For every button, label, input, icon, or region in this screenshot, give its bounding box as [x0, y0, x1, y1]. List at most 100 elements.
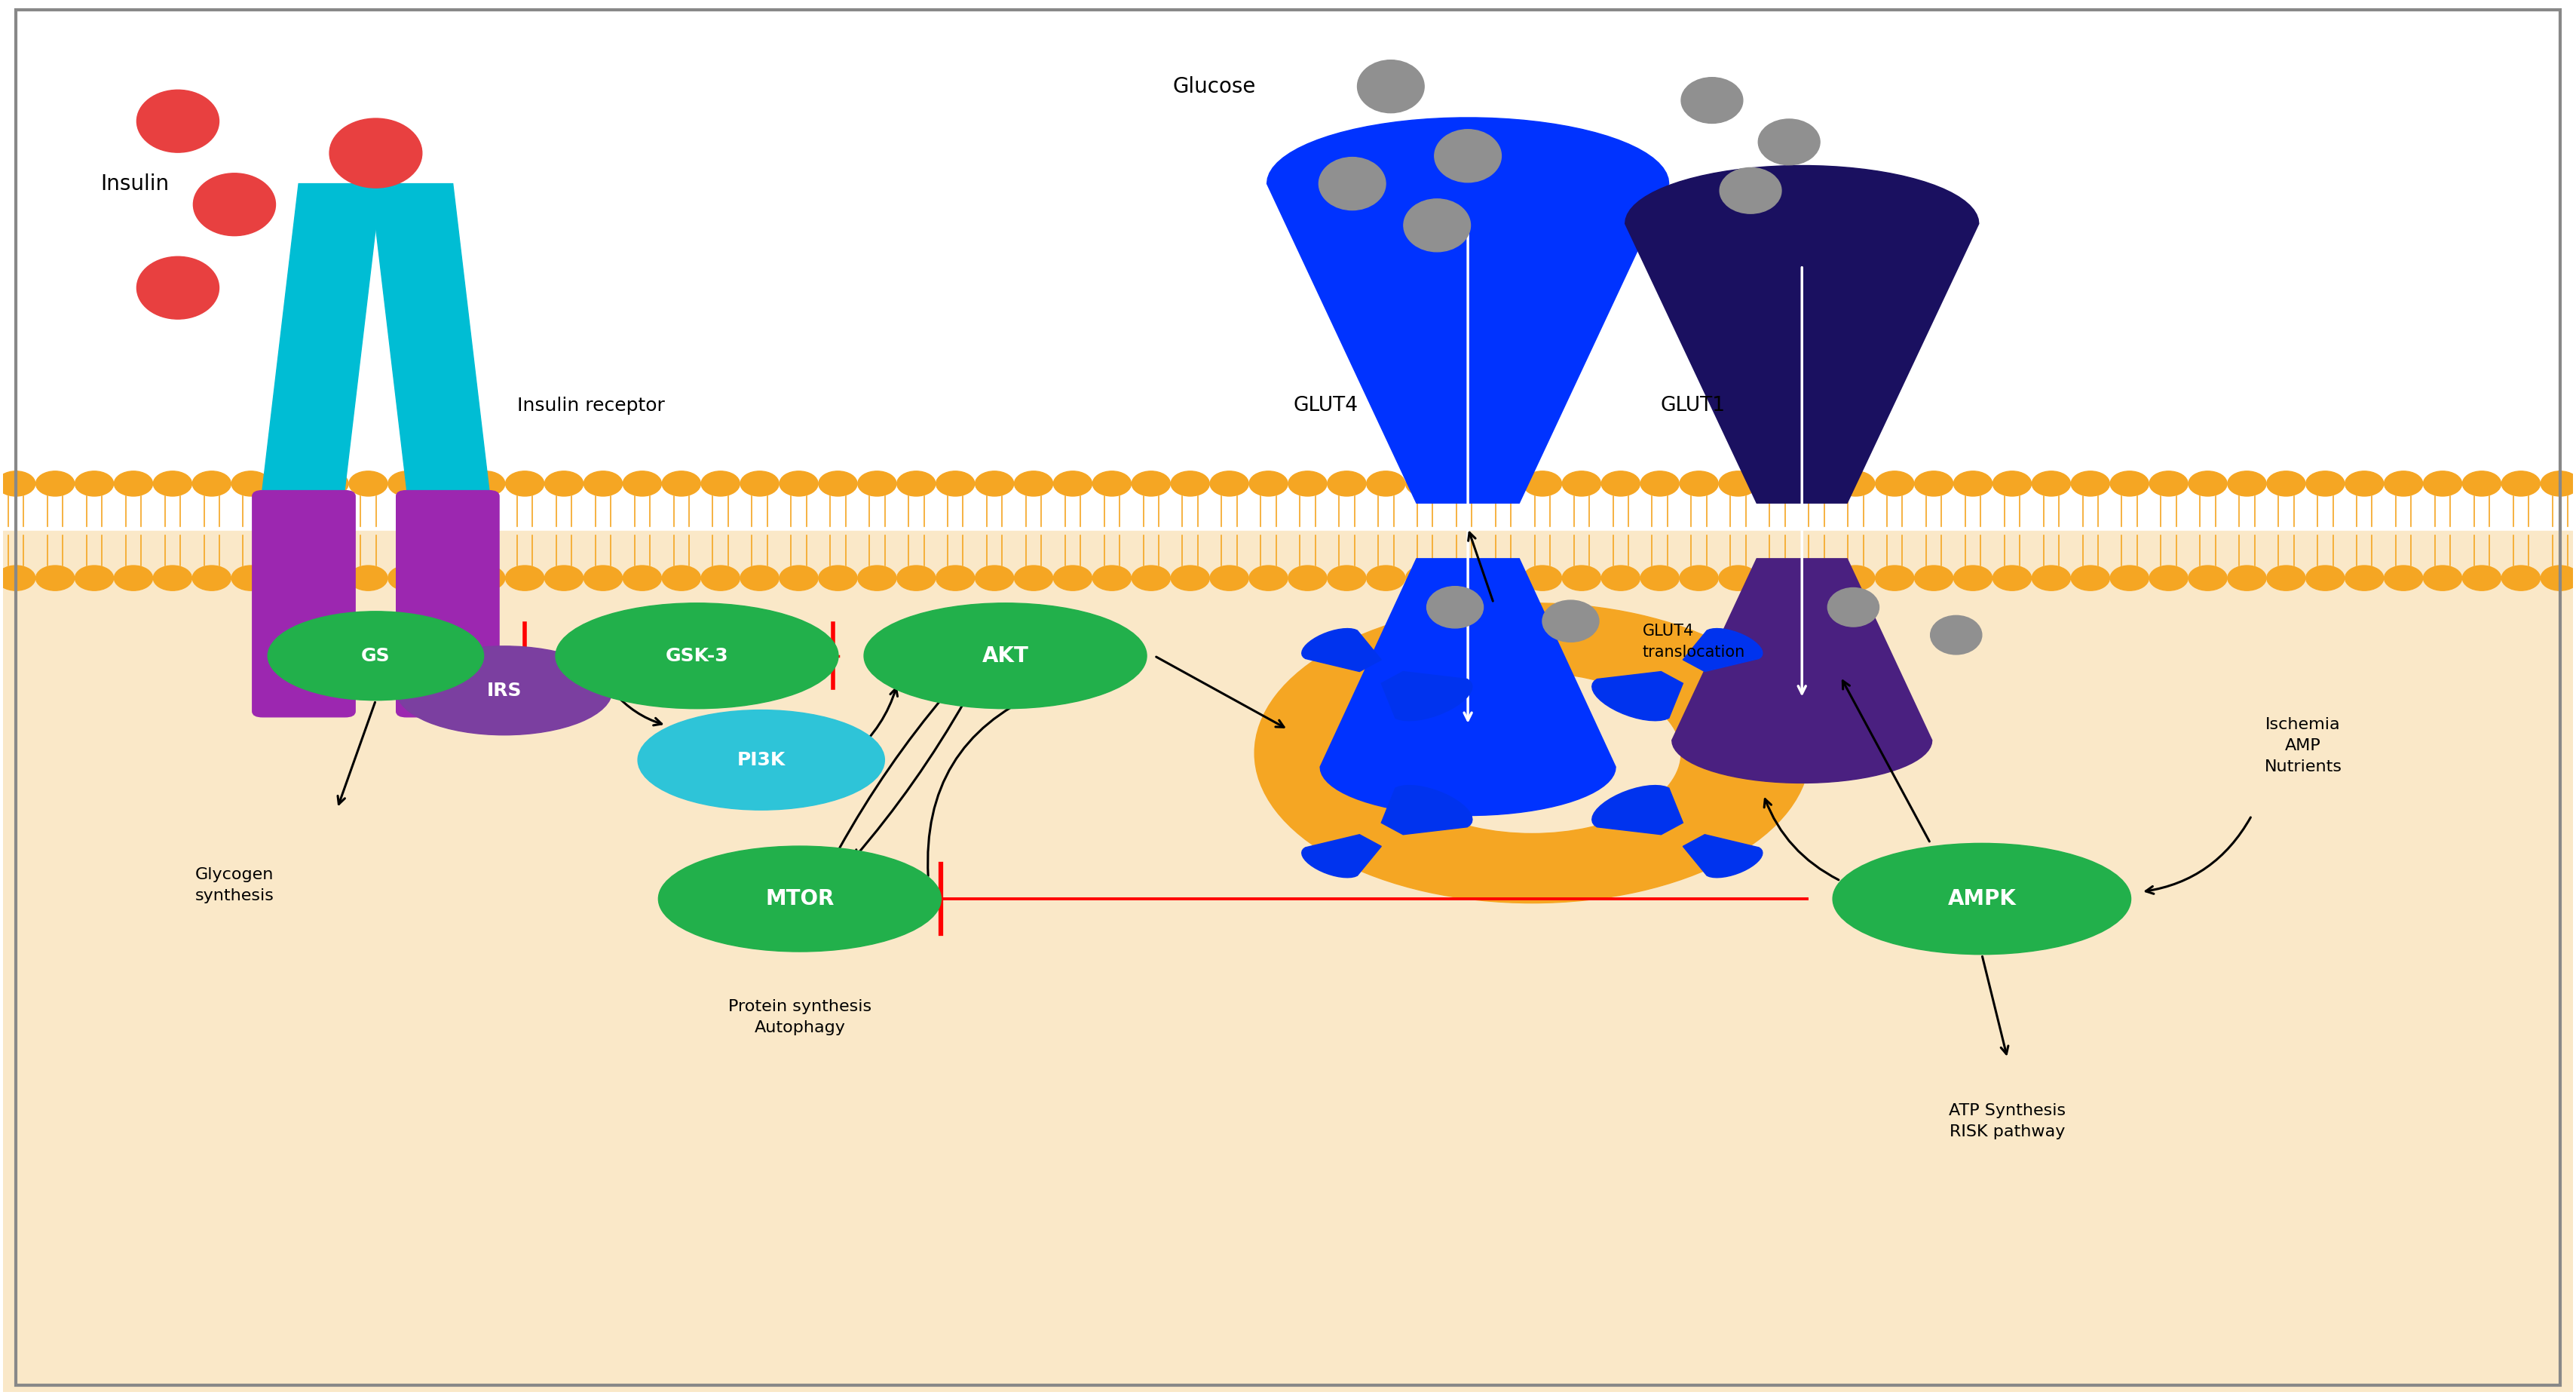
- Ellipse shape: [270, 565, 309, 590]
- Ellipse shape: [75, 472, 113, 497]
- Ellipse shape: [309, 472, 348, 497]
- Ellipse shape: [75, 565, 113, 590]
- Ellipse shape: [1249, 472, 1288, 497]
- Ellipse shape: [1953, 472, 1991, 497]
- Ellipse shape: [1172, 472, 1208, 497]
- Ellipse shape: [193, 565, 232, 590]
- Ellipse shape: [397, 646, 613, 735]
- Ellipse shape: [36, 472, 75, 497]
- Ellipse shape: [1445, 565, 1484, 590]
- Ellipse shape: [1875, 565, 1914, 590]
- Ellipse shape: [739, 472, 778, 497]
- Ellipse shape: [1288, 565, 1327, 590]
- Ellipse shape: [1953, 565, 1991, 590]
- Ellipse shape: [2071, 565, 2110, 590]
- Ellipse shape: [36, 565, 75, 590]
- Ellipse shape: [232, 472, 270, 497]
- Text: Protein synthesis
Autophagy: Protein synthesis Autophagy: [729, 999, 871, 1035]
- Ellipse shape: [1837, 565, 1875, 590]
- Text: Insulin receptor: Insulin receptor: [518, 396, 665, 414]
- Ellipse shape: [2110, 565, 2148, 590]
- Ellipse shape: [2228, 472, 2267, 497]
- Ellipse shape: [2071, 472, 2110, 497]
- Ellipse shape: [1406, 565, 1445, 590]
- Polygon shape: [1682, 834, 1762, 877]
- Ellipse shape: [2190, 565, 2228, 590]
- Ellipse shape: [2540, 565, 2576, 590]
- Ellipse shape: [348, 472, 386, 497]
- Ellipse shape: [1718, 565, 1757, 590]
- Ellipse shape: [1682, 78, 1744, 123]
- Ellipse shape: [193, 472, 232, 497]
- Text: Glycogen
synthesis: Glycogen synthesis: [196, 866, 273, 903]
- Ellipse shape: [1054, 565, 1092, 590]
- Ellipse shape: [1054, 472, 1092, 497]
- Ellipse shape: [1875, 472, 1914, 497]
- Ellipse shape: [2190, 472, 2228, 497]
- Ellipse shape: [330, 119, 422, 188]
- Text: GSK-3: GSK-3: [665, 647, 729, 665]
- Ellipse shape: [1406, 472, 1445, 497]
- Ellipse shape: [858, 565, 896, 590]
- Ellipse shape: [1484, 565, 1522, 590]
- Ellipse shape: [1092, 565, 1131, 590]
- Ellipse shape: [544, 472, 582, 497]
- Text: GLUT4
translocation: GLUT4 translocation: [1643, 624, 1747, 660]
- Ellipse shape: [623, 565, 662, 590]
- Ellipse shape: [1522, 565, 1561, 590]
- Text: IRS: IRS: [487, 682, 523, 700]
- Ellipse shape: [1759, 119, 1819, 165]
- Ellipse shape: [1837, 472, 1875, 497]
- Polygon shape: [1625, 166, 1978, 504]
- Ellipse shape: [1172, 565, 1208, 590]
- Ellipse shape: [505, 565, 544, 590]
- Ellipse shape: [1327, 565, 1365, 590]
- Ellipse shape: [2385, 565, 2424, 590]
- Text: Insulin: Insulin: [100, 173, 170, 194]
- Ellipse shape: [2463, 472, 2501, 497]
- Ellipse shape: [270, 472, 309, 497]
- Polygon shape: [1267, 117, 1669, 504]
- Ellipse shape: [2148, 565, 2187, 590]
- Ellipse shape: [976, 565, 1015, 590]
- Ellipse shape: [137, 89, 219, 152]
- Ellipse shape: [1757, 565, 1795, 590]
- Ellipse shape: [309, 565, 348, 590]
- Ellipse shape: [1368, 565, 1404, 590]
- Ellipse shape: [662, 472, 701, 497]
- Polygon shape: [1592, 785, 1682, 834]
- Ellipse shape: [152, 472, 191, 497]
- Ellipse shape: [896, 472, 935, 497]
- Ellipse shape: [1718, 472, 1757, 497]
- Ellipse shape: [858, 472, 896, 497]
- Ellipse shape: [2267, 472, 2306, 497]
- Ellipse shape: [1721, 167, 1783, 213]
- Ellipse shape: [2032, 565, 2071, 590]
- Ellipse shape: [1092, 472, 1131, 497]
- Ellipse shape: [389, 472, 428, 497]
- Ellipse shape: [1131, 565, 1170, 590]
- Ellipse shape: [1680, 565, 1718, 590]
- Ellipse shape: [556, 603, 837, 709]
- Ellipse shape: [1641, 565, 1680, 590]
- Ellipse shape: [1994, 472, 2032, 497]
- Ellipse shape: [1602, 565, 1641, 590]
- Ellipse shape: [0, 472, 36, 497]
- Ellipse shape: [1211, 472, 1249, 497]
- Ellipse shape: [2463, 565, 2501, 590]
- Ellipse shape: [1757, 472, 1795, 497]
- Ellipse shape: [1319, 158, 1386, 211]
- Polygon shape: [1319, 558, 1615, 816]
- Ellipse shape: [152, 565, 191, 590]
- Ellipse shape: [1914, 472, 1953, 497]
- Ellipse shape: [2424, 565, 2463, 590]
- Ellipse shape: [1522, 472, 1561, 497]
- Ellipse shape: [232, 565, 270, 590]
- Bar: [3, 531, 2573, 1392]
- Polygon shape: [1592, 671, 1682, 721]
- Ellipse shape: [623, 472, 662, 497]
- FancyBboxPatch shape: [252, 491, 355, 717]
- Ellipse shape: [1561, 565, 1600, 590]
- Ellipse shape: [2344, 472, 2383, 497]
- Ellipse shape: [348, 565, 386, 590]
